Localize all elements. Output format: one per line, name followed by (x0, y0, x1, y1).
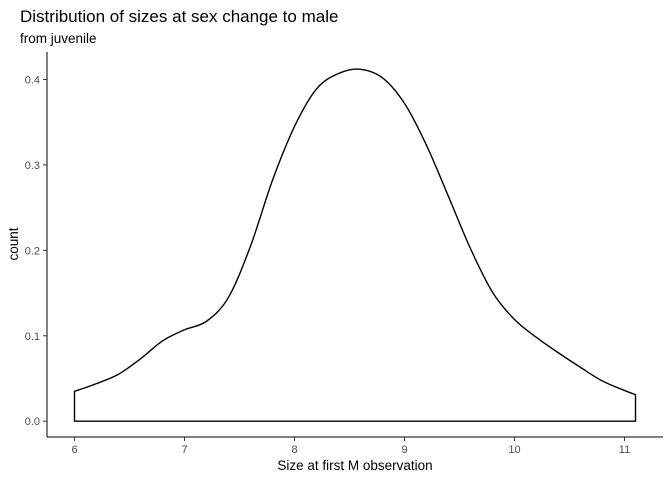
x-tick-label: 6 (71, 444, 77, 456)
density-curve (73, 68, 637, 422)
x-tick-label: 8 (291, 444, 297, 456)
chart-title: Distribution of sizes at sex change to m… (20, 7, 338, 26)
y-tick-label: 0.4 (25, 75, 40, 87)
y-tick-label: 0.3 (25, 160, 40, 172)
axes (46, 52, 663, 438)
x-tick-label: 11 (619, 444, 630, 456)
y-axis-ticks: 0.0 0.1 0.2 0.3 0.4 (25, 75, 47, 428)
plot-area (73, 68, 637, 422)
chart-subtitle: from juvenile (20, 31, 97, 46)
x-tick-label: 9 (401, 444, 407, 456)
y-tick-label: 0.2 (25, 245, 40, 257)
y-axis-title: count (6, 227, 21, 260)
x-tick-label: 10 (508, 444, 520, 456)
x-axis-title: Size at first M observation (277, 458, 432, 473)
y-tick-label: 0.1 (25, 331, 40, 343)
x-tick-label: 7 (181, 444, 187, 456)
x-axis-ticks: 6 7 8 9 10 11 (71, 437, 630, 456)
y-tick-label: 0.0 (25, 416, 40, 428)
